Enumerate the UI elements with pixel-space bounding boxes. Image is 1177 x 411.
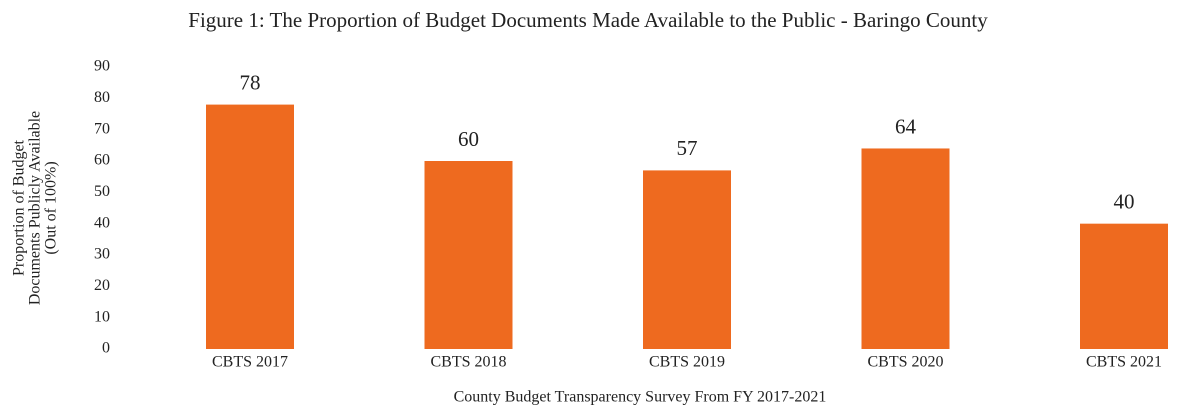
x-tick-label: CBTS 2021 [1086, 354, 1162, 371]
x-tick-label: CBTS 2018 [430, 354, 506, 371]
y-tick-label: 20 [94, 277, 110, 294]
value-label: 64 [895, 114, 917, 138]
chart-title: Figure 1: The Proportion of Budget Docum… [188, 8, 988, 32]
value-label: 60 [458, 127, 479, 151]
y-axis-label-line: Documents Publicly Available [27, 111, 44, 305]
x-tick-label: CBTS 2019 [649, 354, 725, 371]
y-axis-label-line: (Out of 100%) [43, 161, 60, 254]
x-axis-label: County Budget Transparency Survey From F… [454, 389, 827, 406]
x-tick-label: CBTS 2020 [867, 354, 943, 371]
x-tick-label: CBTS 2017 [212, 354, 288, 371]
value-label: 78 [240, 70, 261, 94]
y-tick-label: 80 [94, 89, 110, 106]
value-label: 40 [1114, 189, 1135, 213]
y-tick-label: 70 [94, 120, 110, 137]
y-axis-label-line: Proportion of Budget [11, 139, 28, 276]
y-tick-label: 50 [94, 183, 110, 200]
y-tick-label: 60 [94, 152, 110, 169]
y-tick-label: 10 [94, 308, 110, 325]
y-tick-label: 90 [94, 58, 110, 75]
value-label: 57 [677, 136, 698, 160]
y-tick-label: 0 [102, 340, 110, 357]
bar [1080, 223, 1168, 349]
bar [424, 161, 513, 349]
bar [861, 148, 950, 349]
y-tick-label: 40 [94, 214, 110, 231]
bar [206, 104, 294, 349]
y-axis-label: Proportion of Budget Documents Publicly … [11, 111, 60, 305]
bar [643, 170, 731, 349]
y-tick-label: 30 [94, 246, 110, 263]
